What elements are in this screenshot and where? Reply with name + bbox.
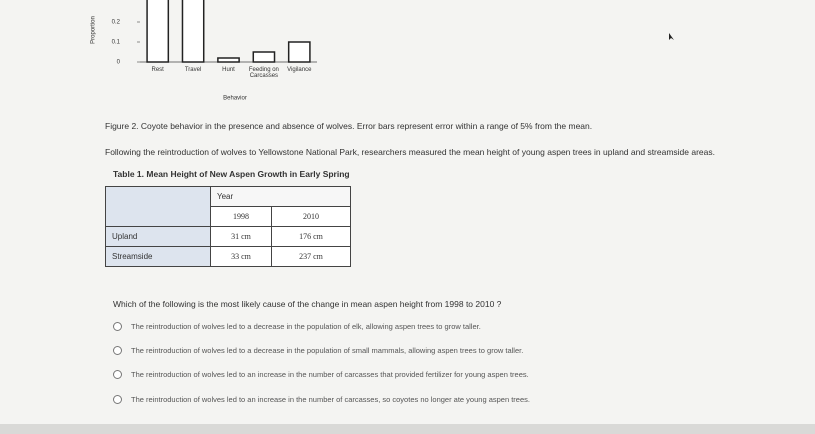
row-header: Streamside — [105, 246, 211, 267]
intro-text: Following the reintroduction of wolves t… — [105, 147, 715, 157]
option-text: The reintroduction of wolves led to an i… — [131, 395, 530, 404]
x-tick-label: Rest — [151, 67, 164, 73]
option-text: The reintroduction of wolves led to an i… — [131, 370, 529, 379]
answer-option[interactable]: The reintroduction of wolves led to an i… — [113, 395, 530, 404]
radio-button[interactable] — [113, 346, 122, 355]
table-corner — [105, 186, 211, 227]
x-tick-label: Hunt — [222, 67, 235, 73]
answer-option[interactable]: The reintroduction of wolves led to a de… — [113, 346, 523, 355]
table-cell: 237 cm — [271, 246, 351, 267]
y-axis-label: Proportion — [91, 16, 97, 44]
radio-button[interactable] — [113, 322, 122, 331]
chart-background — [85, 0, 325, 105]
bar — [217, 57, 240, 63]
x-tick-label: Feeding on Carcasses — [248, 67, 279, 79]
bar — [146, 0, 170, 63]
mouse-cursor — [669, 33, 674, 40]
column-header: 1998 — [210, 206, 272, 227]
bar — [181, 0, 205, 63]
table-title: Table 1. Mean Height of New Aspen Growth… — [113, 169, 350, 179]
x-axis-label: Behavior — [223, 96, 247, 102]
bar — [252, 51, 276, 63]
figure-caption: Figure 2. Coyote behavior in the presenc… — [105, 121, 593, 131]
radio-button[interactable] — [113, 395, 122, 404]
table-header: Year — [210, 186, 351, 207]
column-header: 2010 — [271, 206, 351, 227]
bar — [287, 41, 311, 63]
y-tick-label: 0.1 — [112, 40, 121, 46]
bottom-bar — [0, 424, 815, 434]
answer-option[interactable]: The reintroduction of wolves led to an i… — [113, 370, 529, 379]
y-tick-label: 0.2 — [112, 20, 121, 26]
row-header: Upland — [105, 226, 211, 247]
answer-option[interactable]: The reintroduction of wolves led to a de… — [113, 322, 481, 331]
table-cell: 33 cm — [210, 246, 272, 267]
y-tick-label: 0 — [117, 60, 121, 66]
data-table: Year 1998 2010 Upland 31 cm 176 cm Strea… — [105, 186, 351, 267]
radio-button[interactable] — [113, 370, 122, 379]
figure-chart: Proportion Behavior 0 0.1 0.2 — [85, 0, 325, 105]
question-text: Which of the following is the most likel… — [113, 299, 502, 309]
option-text: The reintroduction of wolves led to a de… — [131, 322, 481, 331]
x-tick-label: Travel — [184, 67, 202, 73]
x-tick-label: Vigilance — [287, 67, 312, 73]
table-cell: 31 cm — [210, 226, 272, 247]
option-text: The reintroduction of wolves led to a de… — [131, 346, 524, 355]
table-cell: 176 cm — [271, 226, 351, 247]
